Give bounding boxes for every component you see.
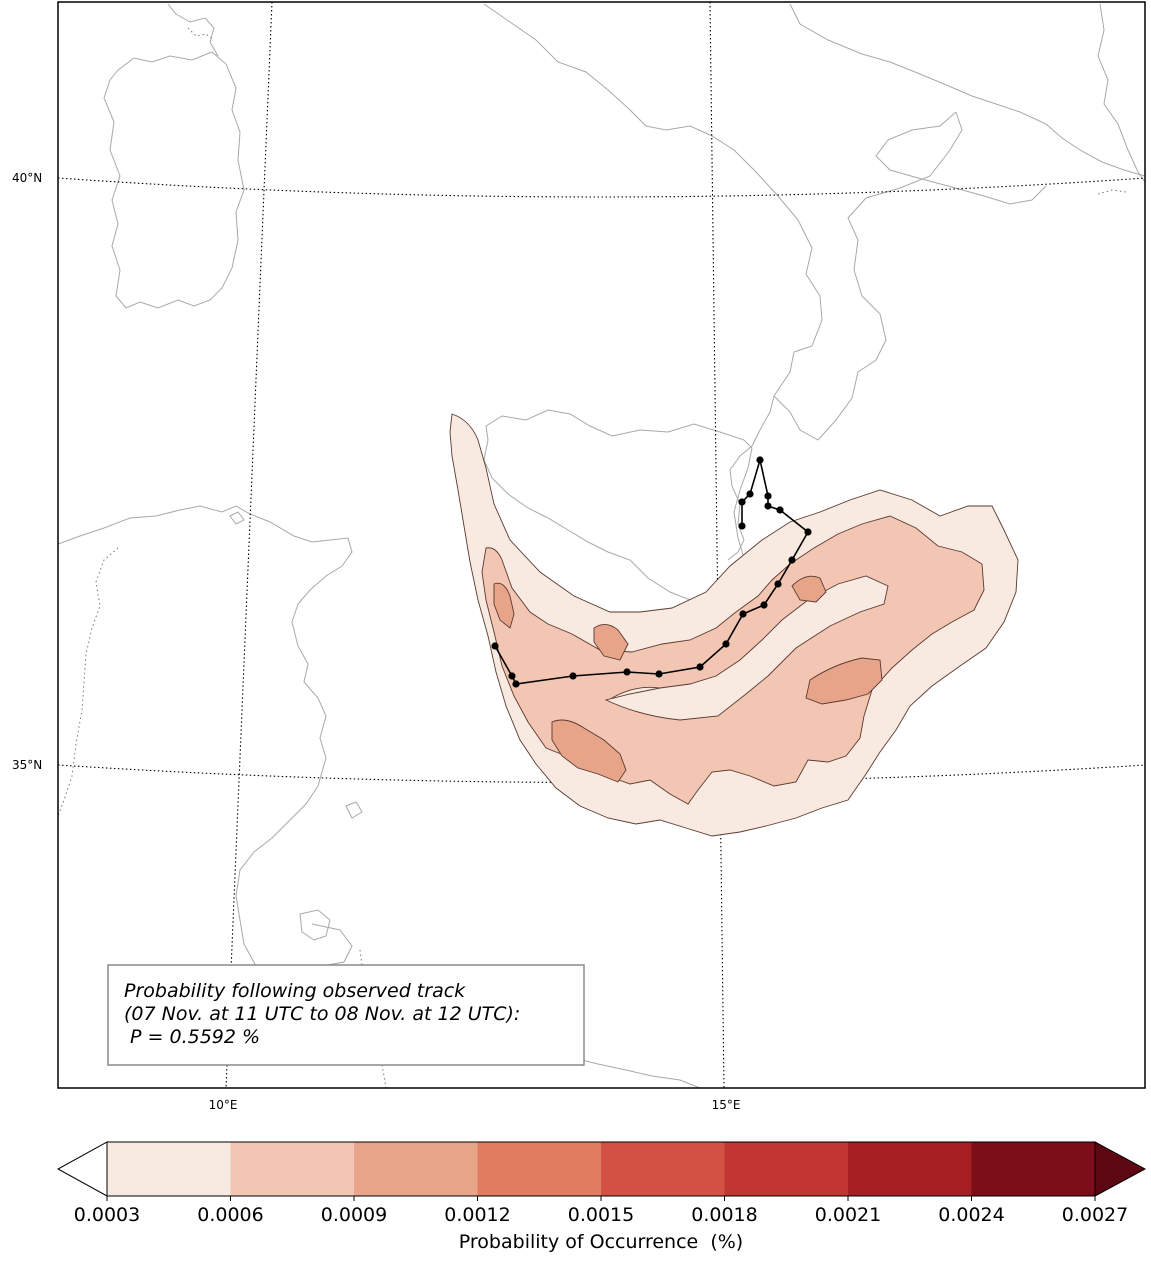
colorbar-tick-label: 0.0015: [568, 1204, 634, 1226]
contour-level-2-hole: [604, 575, 889, 721]
annotation-line-1: Probability following observed track: [124, 980, 466, 1002]
coastline-calabria-east: [773, 111, 963, 441]
colorbar-bin: [724, 1142, 849, 1196]
lat-label-40n: 40°N: [12, 171, 42, 185]
coastline-gabes: [311, 923, 353, 967]
colorbar-bin: [971, 1142, 1096, 1196]
colorbar-tick-label: 0.0021: [815, 1204, 881, 1226]
track-point: [760, 601, 768, 609]
colorbar-tick-label: 0.0009: [321, 1204, 387, 1226]
colorbar-label: Probability of Occurrence (%): [459, 1231, 743, 1253]
lat-label-35n: 35°N: [12, 758, 42, 772]
track-point: [756, 456, 764, 464]
lon-label-15e: 15°E: [712, 1098, 741, 1112]
track-point: [508, 672, 516, 680]
colorbar-tick-label: 0.0006: [197, 1204, 263, 1226]
axis-labels: 40°N 35°N 10°E 15°E: [12, 171, 740, 1112]
colorbar-bins: [107, 1142, 1096, 1196]
colorbar-bin: [107, 1142, 231, 1196]
track-point: [512, 680, 520, 688]
annotation-line-2: (07 Nov. at 11 UTC to 08 Nov. at 12 UTC)…: [124, 1003, 520, 1025]
colorbar-bin: [230, 1142, 355, 1196]
track-line: [494, 459, 810, 685]
track-point: [738, 522, 746, 530]
meridian-15e: [709, 2, 725, 1088]
track-point: [774, 580, 782, 588]
track-points: [491, 456, 812, 688]
colorbar-bin: [477, 1142, 602, 1196]
colorbar: 0.0003 0.0006 0.0009 0.0012 0.0015 0.0018 0.00…: [56, 1141, 1147, 1253]
coastline-puglia: [789, 3, 1145, 177]
track-point: [655, 670, 663, 678]
colorbar-bin: [354, 1142, 478, 1196]
colorbar-over-triangle: [1094, 1141, 1147, 1197]
colorbar-bin: [601, 1142, 725, 1196]
border-algeria-tunisia: [58, 547, 119, 817]
border-greece: [1097, 189, 1127, 195]
coastline-albania: [1097, 3, 1145, 183]
track-point: [491, 642, 499, 650]
track-point: [696, 663, 704, 671]
colorbar-tick-label: 0.0003: [74, 1204, 140, 1226]
map-frame: [57, 1, 1146, 1089]
track-point: [776, 506, 784, 514]
colorbar-tick-label: 0.0012: [444, 1204, 510, 1226]
track-point: [804, 528, 812, 536]
colorbar-tick-label: 0.0024: [938, 1204, 1004, 1226]
probability-contours: [449, 413, 1019, 837]
track-point: [764, 492, 772, 500]
observed-track: [491, 456, 812, 688]
coastline-pantelleria: [229, 511, 245, 525]
track-point: [569, 672, 577, 680]
contour-level-3-e: [805, 657, 883, 705]
track-point: [739, 610, 747, 618]
map-panel: Probability following observed track (07…: [57, 1, 1146, 1089]
annotation-line-3: P = 0.5592 %: [124, 1026, 260, 1048]
coastline-sardinia: [103, 51, 245, 309]
contour-level-3-d: [791, 575, 827, 603]
colorbar-tick-label: 0.0027: [1062, 1204, 1128, 1226]
coastline-italy-west: [483, 3, 823, 397]
colorbar-tick-label: 0.0018: [691, 1204, 757, 1226]
track-point: [722, 640, 730, 648]
meridian-10e: [225, 2, 273, 1088]
annotation-frame: [107, 964, 585, 1066]
border-corsica-strait: [187, 27, 215, 41]
track-point: [764, 502, 772, 510]
parallel-40n: [58, 177, 1145, 198]
coastline-calabria: [727, 395, 775, 561]
coastline-corsica: [167, 3, 219, 57]
colorbar-under-triangle: [56, 1141, 108, 1197]
lon-label-10e: 10°E: [209, 1098, 238, 1112]
annotation-box: Probability following observed track (07…: [107, 964, 585, 1066]
graticule: [58, 2, 1145, 1088]
contour-level-3-a: [493, 582, 515, 629]
coastline-kerkennah: [345, 801, 363, 819]
contour-level-3-b: [593, 624, 629, 661]
contour-level-3-c: [551, 719, 627, 783]
coastline-salento: [875, 111, 1047, 205]
track-point: [746, 490, 754, 498]
track-point: [623, 668, 631, 676]
track-point: [738, 498, 746, 506]
track-point: [788, 556, 796, 564]
colorbar-bin: [848, 1142, 972, 1196]
colorbar-ticks: 0.0003 0.0006 0.0009 0.0012 0.0015 0.0018 0.00…: [74, 1196, 1128, 1226]
coastline-lampedusa-djerba: [299, 909, 331, 941]
